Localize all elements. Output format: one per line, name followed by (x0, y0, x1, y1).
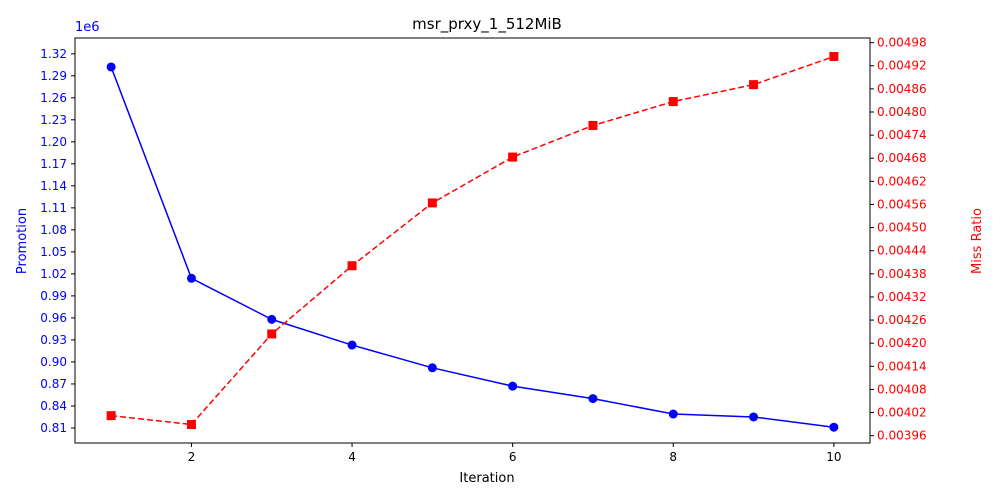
plot-frame (74, 37, 871, 444)
right-y-tick-label: 0.00426 (877, 313, 927, 327)
right-y-tick-label: 0.00498 (877, 36, 927, 50)
x-tick-label: 10 (826, 450, 841, 464)
x-axis-label: Iteration (459, 471, 514, 486)
right-y-tick-label: 0.00450 (877, 221, 927, 235)
right-y-tick-label: 0.00444 (877, 244, 927, 258)
plot-area (74, 37, 871, 444)
left-y-tick-label: 1.02 (40, 267, 67, 281)
x-axis: 2 4 6 8 10 (188, 443, 842, 464)
right-y-axis: 0.00396 0.00402 0.00408 0.00414 0.00420 0.004… (870, 36, 927, 443)
left-y-tick-label: 1.32 (40, 47, 67, 61)
right-y-tick-label: 0.00414 (877, 359, 927, 373)
right-y-tick-label: 0.00432 (877, 290, 927, 304)
series-layer (106, 51, 839, 432)
right-y-tick-label: 0.00408 (877, 382, 927, 396)
promotion-point (668, 409, 678, 419)
left-y-tick-label: 1.29 (40, 69, 67, 83)
left-y-tick-label: 1.17 (40, 157, 67, 171)
left-y-tick-label: 0.99 (40, 289, 67, 303)
promotion-point (508, 381, 518, 391)
left-y-tick-label: 1.26 (40, 91, 67, 105)
miss-ratio-point (829, 51, 839, 61)
promotion-point (588, 394, 598, 404)
miss-ratio-point (186, 420, 196, 430)
promotion-point (106, 62, 116, 72)
miss-ratio-point (668, 97, 678, 107)
left-y-tick-label: 0.93 (40, 333, 67, 347)
left-y-tick-label: 1.14 (40, 179, 67, 193)
left-y-tick-label: 0.90 (40, 355, 67, 369)
right-y-tick-label: 0.00474 (877, 128, 927, 142)
right-y-tick-label: 0.00456 (877, 197, 927, 211)
right-y-tick-label: 0.00438 (877, 267, 927, 281)
chart-title: msr_prxy_1_512MiB (412, 15, 562, 34)
promotion-point (749, 412, 759, 422)
promotion-point (267, 314, 277, 324)
right-y-tick-label: 0.00492 (877, 59, 927, 73)
left-y-tick-label: 1.20 (40, 135, 67, 149)
x-tick-label: 6 (509, 450, 517, 464)
right-y-tick-label: 0.00462 (877, 174, 927, 188)
promotion-point (829, 422, 839, 432)
promotion-point (186, 273, 196, 283)
right-y-tick-label: 0.00402 (877, 406, 927, 420)
left-y-tick-label: 0.87 (40, 377, 67, 391)
left-y-tick-label: 1.11 (40, 201, 67, 215)
left-y-axis: 0.81 0.84 0.87 0.90 0.93 0.96 0.99 1.02 1.05 1.08… (40, 47, 75, 435)
right-y-tick-label: 0.00396 (877, 429, 927, 443)
miss-ratio-point (508, 152, 518, 162)
miss-ratio-point (588, 120, 598, 130)
promotion-series-line (110, 66, 834, 428)
right-y-tick-label: 0.00480 (877, 105, 927, 119)
left-axis-offset-text: 1e6 (75, 20, 100, 35)
right-y-tick-label: 0.00468 (877, 151, 927, 165)
left-y-tick-label: 1.23 (40, 113, 67, 127)
left-y-tick-label: 0.84 (40, 399, 67, 413)
miss-ratio-series-line (111, 55, 835, 426)
x-tick-label: 8 (669, 450, 677, 464)
left-y-tick-label: 0.96 (40, 311, 67, 325)
x-tick-label: 2 (188, 450, 196, 464)
left-y-tick-label: 0.81 (40, 421, 67, 435)
x-tick-label: 4 (348, 450, 356, 464)
right-y-tick-label: 0.00420 (877, 336, 927, 350)
miss-ratio-point (749, 80, 759, 90)
left-y-tick-label: 1.08 (40, 223, 67, 237)
promotion-point (427, 363, 437, 373)
miss-ratio-point (347, 261, 357, 271)
promotion-point (347, 340, 357, 350)
right-y-tick-label: 0.00486 (877, 82, 927, 96)
miss-ratio-point (427, 198, 437, 208)
miss-ratio-point (106, 411, 116, 421)
miss-ratio-point (267, 329, 277, 339)
right-y-axis-label: Miss Ratio (970, 208, 985, 274)
left-y-tick-label: 1.05 (40, 245, 67, 259)
left-y-axis-label: Promotion (15, 208, 30, 274)
